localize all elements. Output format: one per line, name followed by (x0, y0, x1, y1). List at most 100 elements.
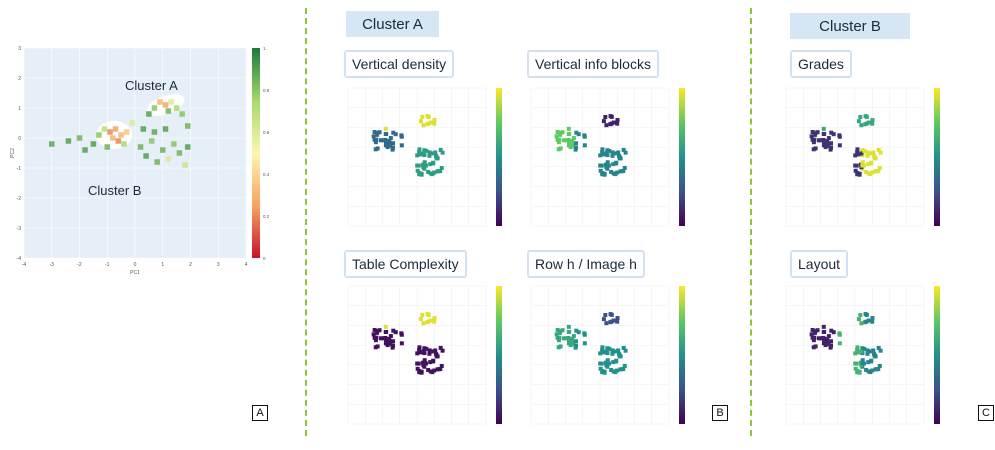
scatter-point (815, 328, 820, 333)
scatter-point (813, 146, 818, 151)
scatter-point (426, 121, 431, 126)
scatter-point (860, 160, 865, 165)
scatter-point (431, 358, 436, 363)
scatter-point (853, 351, 858, 356)
scatter-point (420, 312, 425, 317)
scatter-point (558, 146, 563, 151)
scatter-point (855, 345, 860, 350)
heatmap-cell (173, 105, 180, 111)
scatter-vertical-info-blocks (517, 82, 697, 242)
scatter-point (619, 367, 624, 372)
scatter-point (429, 349, 434, 354)
scatter-point (829, 328, 834, 333)
heatmap-cell (110, 135, 116, 141)
scatter-point (819, 336, 824, 341)
scatter-point (399, 332, 404, 337)
scatter-point (603, 312, 608, 317)
scatter-point (866, 360, 871, 365)
scatter-layout (772, 280, 952, 440)
scatter-point (877, 363, 882, 368)
scatter-point (611, 318, 616, 323)
scatter-point (870, 319, 875, 324)
scatter-point (608, 312, 613, 317)
scatter-point (611, 162, 616, 167)
scatter-point (426, 367, 431, 372)
scatter-point (809, 332, 814, 337)
x-tick-label: -4 (22, 262, 27, 268)
scatter-points (554, 114, 628, 177)
heatmap-cell (101, 126, 108, 132)
scatter-point (415, 366, 420, 371)
scatter-point (866, 369, 871, 374)
scatter-point (872, 354, 877, 359)
scatter-point (440, 150, 445, 155)
scatter-point (858, 312, 863, 317)
scatter-point (418, 119, 423, 124)
scatter-point (378, 336, 383, 341)
scatter-point (870, 316, 875, 321)
scatter-point (860, 361, 865, 366)
scatter-point (576, 330, 581, 335)
scatter-point (570, 337, 575, 342)
colorbar (934, 286, 940, 424)
scatter-point (558, 344, 563, 349)
scatter-point (612, 349, 617, 354)
scatter-point (853, 153, 858, 158)
heatmap-cell (154, 159, 160, 165)
scatter-point (574, 328, 579, 333)
scatter-point (604, 349, 609, 354)
colorbar (679, 88, 685, 226)
scatter-point (372, 327, 377, 332)
scatter-table-complexity (334, 280, 514, 440)
scatter-point (605, 358, 610, 363)
scatter-point (434, 156, 439, 161)
scatter-point (433, 348, 438, 353)
heatmap-cell (165, 156, 172, 162)
scatter-point (567, 139, 572, 144)
scatter-point (438, 345, 443, 350)
scatter-point (393, 132, 398, 137)
heatmap-cell (121, 141, 127, 147)
x-tick-label: -3 (50, 262, 55, 268)
scatter-point (598, 153, 603, 158)
scatter-point (385, 343, 390, 348)
scatter-point (600, 147, 605, 152)
heatmap-cell (107, 129, 113, 135)
scatter-point (385, 145, 390, 150)
heatmap-cell (160, 147, 166, 153)
heatmap-cell (90, 141, 97, 147)
scatter-point (598, 351, 603, 356)
heatmap-cell (168, 99, 174, 105)
scatter-plot-svg (530, 285, 685, 425)
heatmap-cell (143, 153, 149, 159)
scatter-point (600, 150, 605, 155)
scatter-point (381, 336, 386, 341)
scatter-point (439, 165, 444, 170)
scatter-point (864, 121, 869, 126)
x-tick-label: 2 (189, 262, 192, 268)
scatter-point (567, 337, 572, 342)
scatter-point (371, 332, 376, 337)
scatter-point (383, 126, 388, 131)
scatter-point (621, 345, 626, 350)
scatter-point (422, 358, 427, 363)
scatter-point (576, 132, 581, 137)
scatter-point (602, 172, 607, 177)
scatter-point (857, 370, 862, 375)
scatter-point (432, 316, 437, 321)
scatter-point (863, 114, 868, 119)
scatter-point (371, 134, 376, 139)
scatter-point (865, 351, 870, 356)
y-tick-label: -4 (17, 256, 22, 262)
scatter-point (621, 147, 626, 152)
scatter-point (611, 369, 616, 374)
scatter-point (615, 316, 620, 321)
scatter-plot-svg (347, 87, 502, 227)
scatter-point (556, 338, 561, 343)
x-tick-label: 3 (217, 262, 220, 268)
scatter-point (855, 170, 860, 175)
scatter-point (874, 367, 879, 372)
scatter-point (826, 136, 831, 141)
scatter-point (428, 318, 433, 323)
scatter-point (555, 327, 560, 332)
